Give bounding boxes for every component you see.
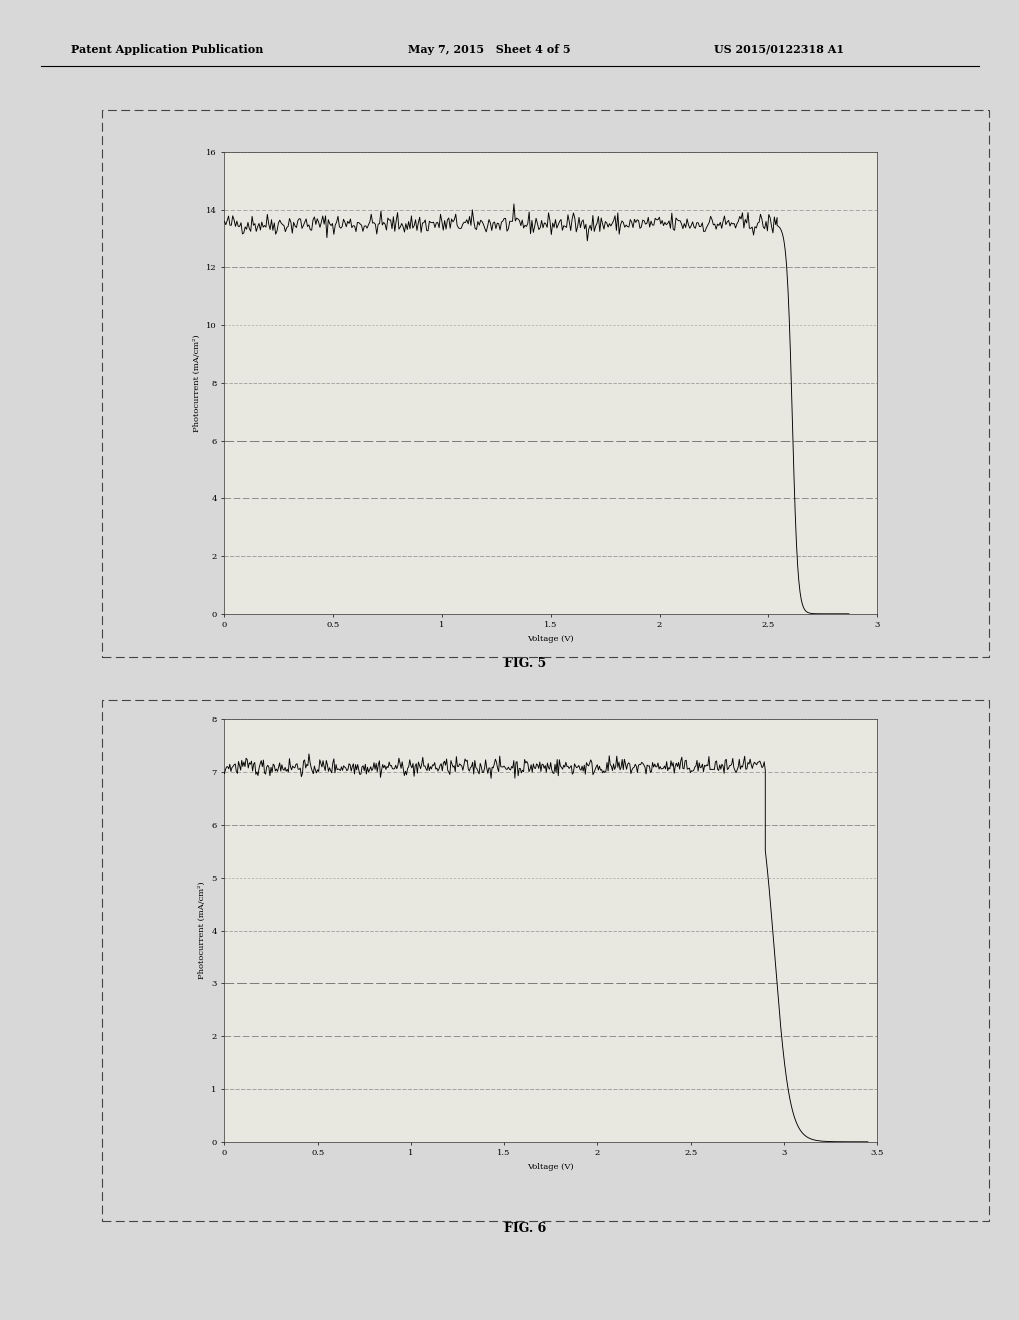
Y-axis label: Photocurrent (mA/cm²): Photocurrent (mA/cm²) xyxy=(198,882,206,979)
X-axis label: Voltage (V): Voltage (V) xyxy=(527,635,574,643)
X-axis label: Voltage (V): Voltage (V) xyxy=(527,1163,574,1171)
Text: May 7, 2015   Sheet 4 of 5: May 7, 2015 Sheet 4 of 5 xyxy=(408,44,570,54)
Text: FIG. 6: FIG. 6 xyxy=(503,1221,546,1234)
Y-axis label: Photocurrent (mA/cm²): Photocurrent (mA/cm²) xyxy=(193,334,200,432)
Text: FIG. 5: FIG. 5 xyxy=(503,656,546,669)
Text: US 2015/0122318 A1: US 2015/0122318 A1 xyxy=(713,44,843,54)
Text: Patent Application Publication: Patent Application Publication xyxy=(71,44,264,54)
